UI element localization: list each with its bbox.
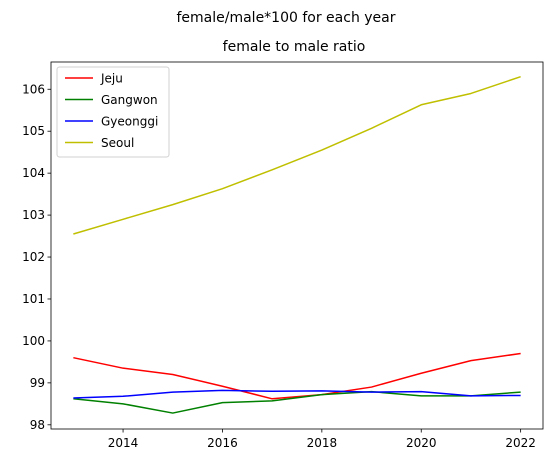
y-tick-label: 102 xyxy=(22,250,45,264)
x-tick-label: 2014 xyxy=(108,436,139,450)
legend-label-gangwon: Gangwon xyxy=(101,93,158,107)
legend-label-gyeonggi: Gyeonggi xyxy=(101,115,158,129)
plot-area: 2014 2016 2018 2020 2022 98 99 100 101 102 103 104 1… xyxy=(22,61,544,450)
y-tick-label: 98 xyxy=(30,418,45,432)
legend: Jeju Gangwon Gyeonggi Seoul xyxy=(56,66,170,158)
x-tick-label: 2018 xyxy=(307,436,338,450)
x-tick-label: 2020 xyxy=(406,436,437,450)
legend-frame xyxy=(56,66,170,158)
series-line-seoul xyxy=(73,75,521,235)
y-tick-label: 100 xyxy=(22,334,45,348)
figure-suptitle: female/male*100 for each year xyxy=(176,10,395,26)
series-line-jeju xyxy=(73,352,521,400)
y-tick-label: 104 xyxy=(22,166,45,180)
chart-title: female to male ratio xyxy=(223,39,366,55)
legend-label-seoul: Seoul xyxy=(101,136,134,150)
legend-label-jeju: Jeju xyxy=(100,72,123,86)
y-tick-label: 106 xyxy=(22,82,45,96)
x-tick-label: 2022 xyxy=(505,436,536,450)
y-tick-label: 101 xyxy=(22,292,45,306)
x-tick-label: 2016 xyxy=(207,436,238,450)
series-line-gangwon xyxy=(73,390,521,414)
series-line-gyeonggi xyxy=(73,389,521,399)
y-tick-label: 103 xyxy=(22,208,45,222)
axes-frame xyxy=(50,61,544,430)
y-tick-label: 99 xyxy=(30,376,45,390)
y-tick-label: 105 xyxy=(22,124,45,138)
